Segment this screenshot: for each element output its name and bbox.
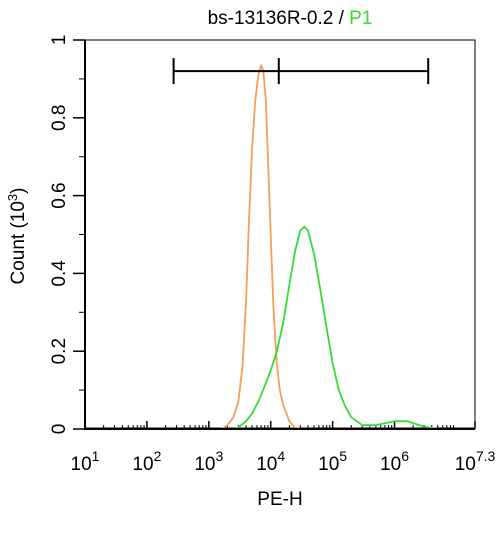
x-tick-label-base: 10 [455,454,476,475]
histogram-series-1 [220,64,301,430]
x-tick-label-base: 10 [132,454,153,475]
plot-frame [84,39,476,429]
histogram-series-2 [235,225,438,430]
y-tick-label: 1 [49,35,70,46]
x-tick-label: 107.3 [455,448,496,475]
x-tick-label-base: 10 [318,454,339,475]
x-tick-label: 102 [132,448,161,475]
x-tick-label-exp: 7.3 [476,448,496,464]
x-tick-labels: 101 102 103 104 105 106 107.3 [71,448,496,475]
y-axis-label-main: Count (10 [8,201,29,284]
x-tick-label-exp: 4 [277,448,285,464]
y-axis-label-exp: 3 [5,194,20,201]
y-tick-label: 0 [49,424,70,435]
x-tick-label-exp: 5 [339,448,347,464]
x-tick-label: 104 [256,448,285,475]
x-tick-label: 101 [71,448,100,475]
x-tick-label: 106 [380,448,409,475]
x-tick-label-base: 10 [194,454,215,475]
y-tick-label: 0.2 [49,338,70,364]
y-tick-label: 0.8 [49,105,70,131]
chart-title-highlight: P1 [349,8,372,29]
y-axis-label: Count (103) [5,187,29,284]
y-tick-label: 0.4 [49,260,70,287]
x-tick-label-exp: 1 [92,448,100,464]
chart-title-prefix: bs-13136R-0.2 / [208,8,350,29]
x-tick-label: 103 [194,448,223,475]
x-tick-label-exp: 2 [154,448,162,464]
x-tick-label-base: 10 [256,454,277,475]
x-tick-label-base: 10 [380,454,401,475]
x-tick-label-base: 10 [71,454,92,475]
axis-ticks [73,39,476,430]
x-tick-label: 105 [318,448,347,475]
chart-title: bs-13136R-0.2 / P1 [208,8,373,29]
y-axis-label-close: ) [8,187,29,193]
x-tick-label-exp: 3 [215,448,223,464]
y-tick-labels: 0 0.2 0.4 0.6 0.8 1 [49,35,70,435]
x-axis-label: PE-H [257,489,302,510]
series-layer [220,64,438,430]
y-tick-label: 0.6 [49,182,70,208]
gate-marker [172,58,430,85]
x-tick-label-exp: 6 [401,448,409,464]
